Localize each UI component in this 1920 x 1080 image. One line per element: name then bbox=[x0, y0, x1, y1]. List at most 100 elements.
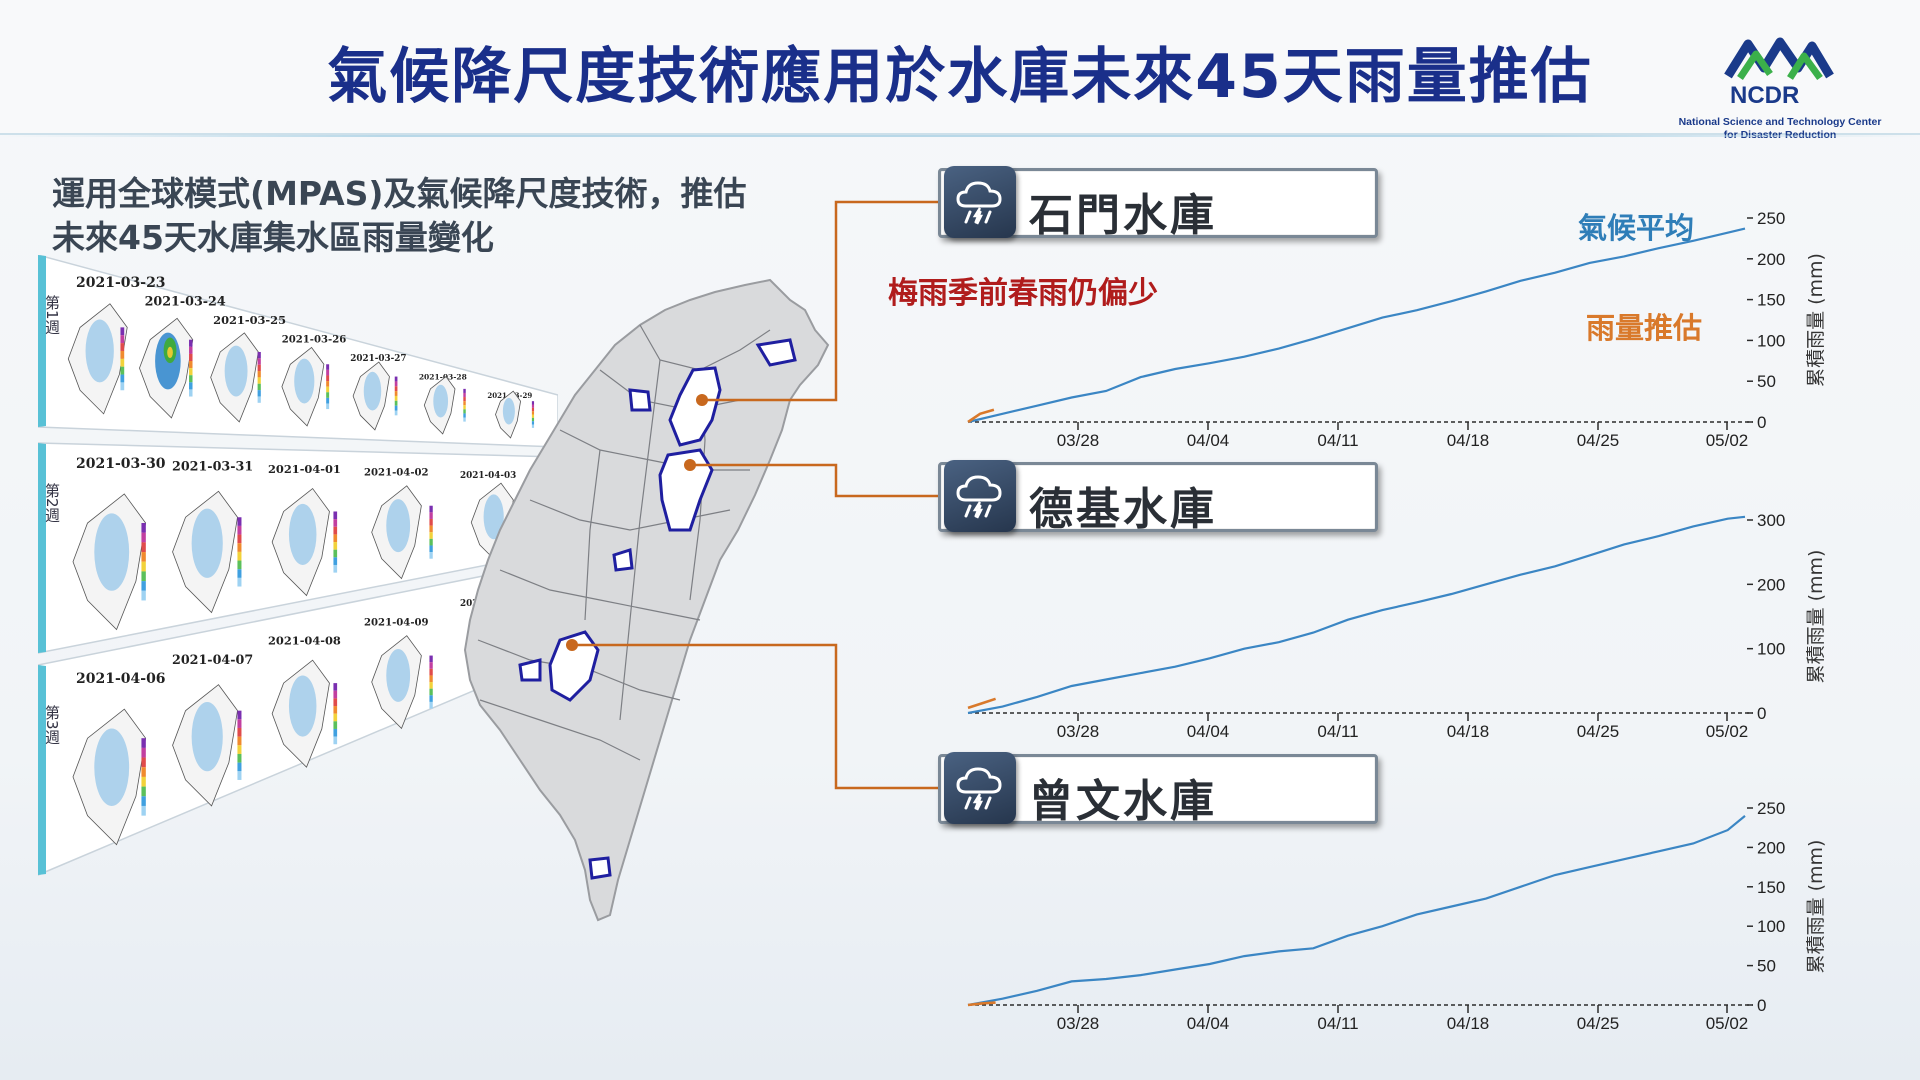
colorbar-segment bbox=[237, 560, 242, 570]
week-label: 第2週 bbox=[43, 482, 61, 524]
colorbar-segment bbox=[141, 786, 146, 797]
colorbar-segment bbox=[333, 557, 338, 565]
rain-cloud-icon bbox=[944, 460, 1016, 532]
colorbar-segment bbox=[333, 690, 338, 699]
colorbar-segment bbox=[237, 517, 242, 526]
colorbar-segment bbox=[237, 762, 242, 772]
rain-shading-peak bbox=[167, 346, 173, 359]
intro-line1: 運用全球模式(MPAS)及氣候降尺度技術，推估 bbox=[52, 174, 747, 213]
rain-shading bbox=[94, 728, 130, 806]
colorbar-segment bbox=[429, 532, 433, 539]
week-panel-accent bbox=[38, 255, 46, 427]
y-tick-label: 200 bbox=[1757, 575, 1785, 594]
colorbar-segment bbox=[394, 395, 398, 401]
colorbar-segment bbox=[333, 706, 338, 714]
reservoir-box-shimen[interactable]: 石門水庫 bbox=[938, 168, 1378, 241]
colorbar-segment bbox=[120, 350, 125, 359]
small-catchment-3 bbox=[612, 548, 634, 572]
y-tick-label: 0 bbox=[1757, 413, 1766, 432]
colorbar-segment bbox=[141, 523, 146, 533]
panel-date: 2021-03-31 bbox=[172, 458, 253, 473]
colorbar-segment bbox=[237, 771, 242, 780]
colorbar-segment bbox=[120, 358, 125, 367]
colorbar-segment bbox=[189, 382, 193, 390]
colorbar-segment bbox=[394, 386, 398, 392]
spring-rain-note: 梅雨季前春雨仍偏少 bbox=[888, 276, 1158, 311]
colorbar-segment bbox=[237, 525, 242, 535]
rain-shading bbox=[85, 319, 114, 383]
colorbar-segment bbox=[394, 376, 398, 382]
colorbar-segment bbox=[463, 417, 466, 422]
colorbar-segment bbox=[394, 405, 398, 411]
colorbar-segment bbox=[189, 375, 193, 383]
rainfall-charts: 03/28 04/04 04/11 04/18 04/25 05/02 0 50 100 150 2… bbox=[967, 209, 1827, 1033]
y-axis-label: 累積雨量 (mm) bbox=[1805, 253, 1827, 387]
x-tick-label: 03/28 bbox=[1057, 1014, 1100, 1033]
colorbar-segment bbox=[141, 581, 146, 591]
colorbar-segment bbox=[333, 736, 338, 745]
y-axis-label: 累積雨量 (mm) bbox=[1805, 550, 1827, 684]
logo-text: NCDR bbox=[1730, 82, 1800, 109]
colorbar-segment bbox=[531, 401, 535, 405]
colorbar-segment bbox=[463, 388, 466, 393]
reservoir-name-shimen: 石門水庫 bbox=[1029, 190, 1217, 241]
panel-date: 2021-03-25 bbox=[213, 313, 286, 327]
x-tick-label: 04/04 bbox=[1187, 1014, 1230, 1033]
legend-climate: 氣候平均 bbox=[1578, 211, 1695, 245]
forecast-rainfall-line bbox=[967, 408, 995, 424]
colorbar-segment bbox=[237, 543, 242, 552]
x-tick-label: 05/02 bbox=[1706, 1014, 1749, 1033]
colorbar-segment bbox=[326, 375, 330, 382]
colorbar-segment bbox=[120, 366, 125, 375]
colorbar-segment bbox=[257, 377, 261, 384]
y-tick-label: 200 bbox=[1757, 250, 1785, 269]
week-panel-accent bbox=[38, 665, 46, 875]
colorbar-segment bbox=[333, 698, 338, 707]
rain-shading bbox=[386, 499, 411, 553]
colorbar-segment bbox=[429, 682, 433, 689]
x-tick-label: 03/28 bbox=[1057, 431, 1100, 450]
panel-date: 2021-03-26 bbox=[282, 334, 347, 345]
colorbar-segment bbox=[141, 532, 146, 543]
zengwen-catchment bbox=[548, 630, 600, 702]
colorbar-segment bbox=[463, 405, 466, 410]
rain-shading bbox=[386, 648, 411, 702]
reservoir-name-deji: 德基水庫 bbox=[1029, 484, 1217, 535]
colorbar-segment bbox=[531, 411, 535, 415]
colorbar-segment bbox=[429, 695, 433, 702]
colorbar-segment bbox=[463, 392, 466, 398]
x-tick-label: 04/25 bbox=[1577, 1014, 1620, 1033]
taiwan-outline bbox=[463, 278, 830, 922]
colorbar-segment bbox=[326, 369, 330, 376]
y-tick-label: 250 bbox=[1757, 209, 1785, 228]
colorbar-segment bbox=[463, 397, 466, 402]
panel-date: 2021-04-08 bbox=[268, 634, 341, 648]
x-tick-label: 04/25 bbox=[1577, 431, 1620, 450]
colorbar-segment bbox=[257, 351, 261, 359]
x-tick-label: 05/02 bbox=[1706, 722, 1749, 741]
colorbar-segment bbox=[189, 353, 193, 361]
intro-text: 運用全球模式(MPAS)及氣候降尺度技術，推估 未來45天水庫集水區雨量變化 bbox=[52, 172, 832, 260]
colorbar-segment bbox=[189, 360, 193, 369]
colorbar-segment bbox=[333, 511, 338, 520]
colorbar-segment bbox=[463, 409, 466, 414]
colorbar-segment bbox=[257, 383, 261, 391]
colorbar-segment bbox=[429, 701, 433, 709]
colorbar-segment bbox=[189, 389, 193, 397]
page-title: 氣候降尺度技術應用於水庫未來45天雨量推估 bbox=[327, 42, 1593, 112]
colorbar-segment bbox=[394, 381, 398, 387]
colorbar-segment bbox=[120, 343, 125, 351]
y-tick-label: 100 bbox=[1757, 917, 1785, 936]
forecast-panels: 第1週 2021-03-23 2021-03-24 2021-03-25 2021-03… bbox=[38, 255, 558, 876]
colorbar-segment bbox=[237, 727, 242, 737]
colorbar-segment bbox=[333, 713, 338, 722]
colorbar-segment bbox=[120, 335, 125, 344]
legend-forecast: 雨量推估 bbox=[1586, 311, 1703, 345]
colorbar-segment bbox=[333, 542, 338, 550]
colorbar-segment bbox=[237, 551, 242, 561]
deji-connector bbox=[690, 463, 950, 498]
taiwan-map bbox=[463, 278, 830, 922]
x-tick-label: 04/18 bbox=[1447, 722, 1490, 741]
small-catchment-5 bbox=[588, 856, 612, 880]
x-tick-label: 04/04 bbox=[1187, 431, 1230, 450]
